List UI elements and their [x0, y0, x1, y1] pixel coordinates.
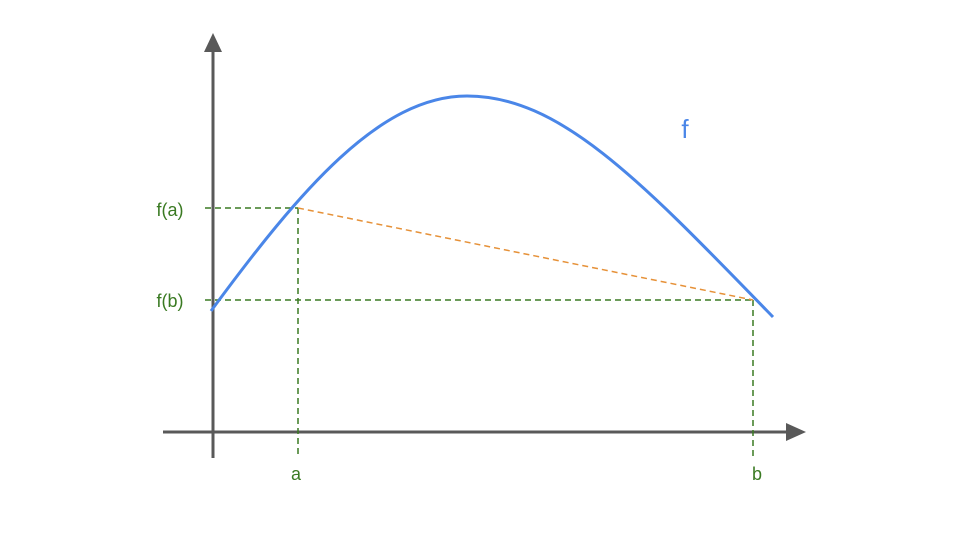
x-axis-arrow	[786, 423, 806, 441]
a-label: a	[291, 464, 302, 484]
secant-line	[297, 207, 754, 301]
fb-label: f(b)	[157, 291, 184, 311]
fa-label: f(a)	[157, 200, 184, 220]
b-label: b	[752, 464, 762, 484]
function-label: f	[681, 114, 689, 144]
function-curve	[209, 94, 775, 319]
y-axis-arrow	[204, 33, 222, 52]
